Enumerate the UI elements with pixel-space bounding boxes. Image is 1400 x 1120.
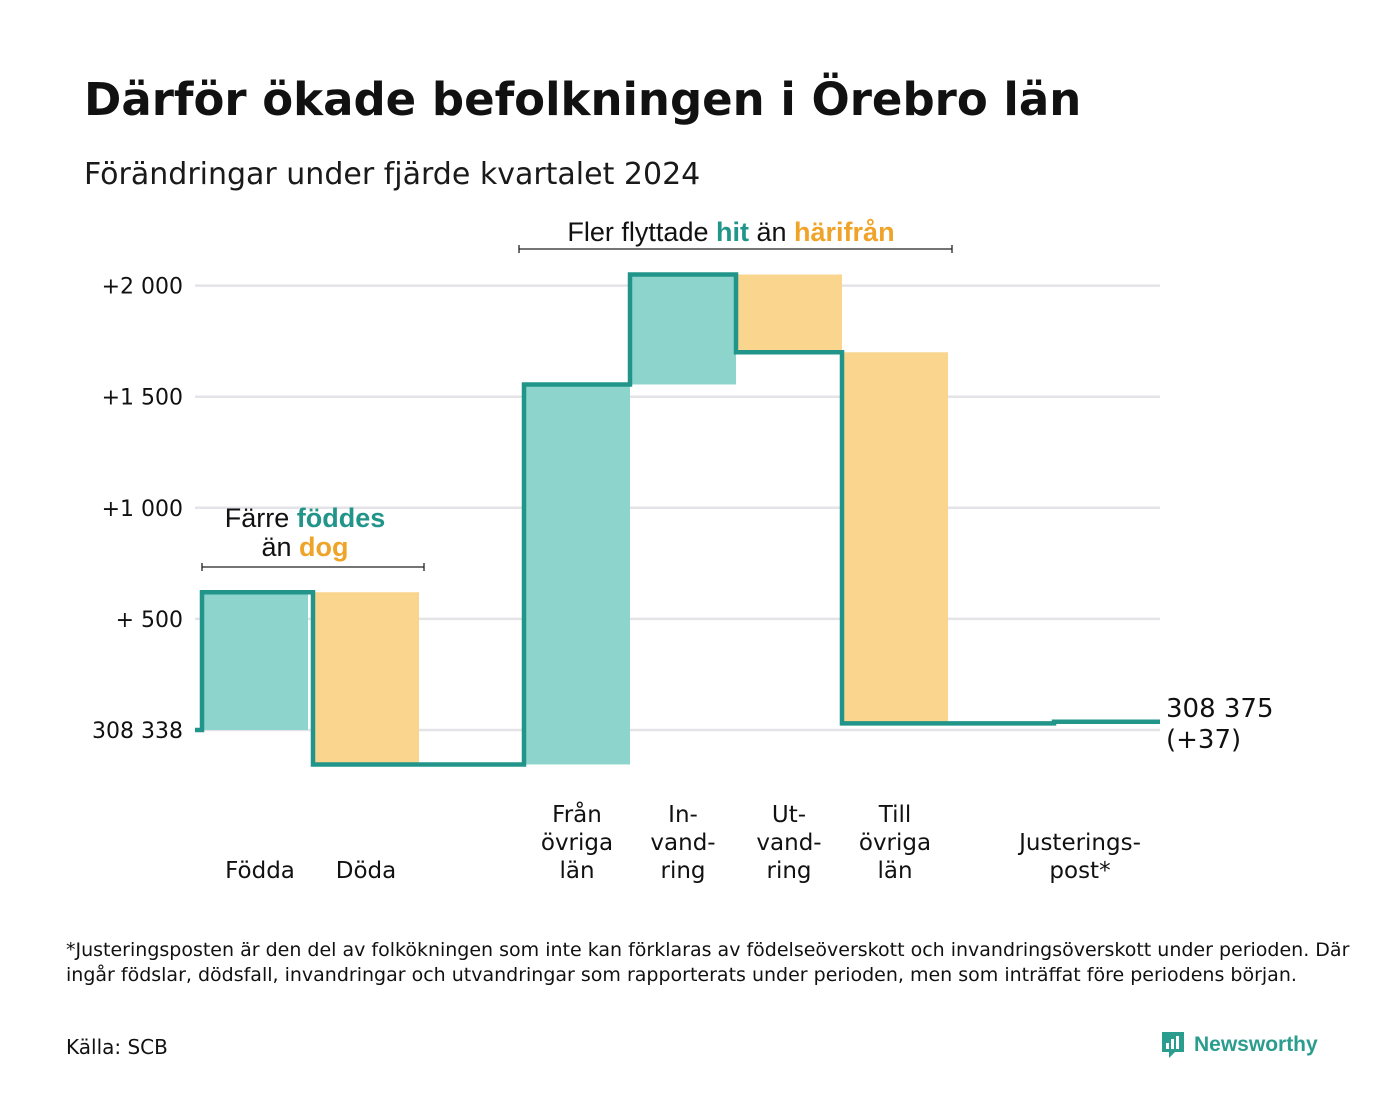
y-tick-label: +2 000 — [102, 275, 183, 300]
y-tick-label: 308 338 — [92, 719, 183, 744]
annotation-highlight-teal: föddes — [297, 503, 386, 533]
category-label-line: Födda — [225, 858, 295, 884]
footnote: *Justeringsposten är den del av folkökni… — [66, 939, 1350, 986]
category-label-line: vand- — [650, 830, 715, 856]
category-label: Från övriga län — [541, 800, 613, 884]
y-tick-label: +1 500 — [102, 386, 183, 411]
step-line — [195, 272, 1160, 767]
source-note: Källa: SCB — [66, 1035, 168, 1059]
category-label-line: övriga — [859, 830, 931, 856]
category-label-line: vand- — [756, 830, 821, 856]
category-label: Födda — [225, 858, 295, 884]
annotation-migration: Fler flyttade hit än härifrån — [518, 217, 953, 253]
newsworthy-logo-icon — [1162, 1032, 1184, 1058]
category-label: In-vand-ring — [650, 802, 715, 884]
category-label-line: län — [559, 858, 594, 884]
newsworthy-logo: Newsworthy — [1160, 1028, 1318, 1062]
annotation-text: Färre — [225, 503, 297, 533]
category-label-line: Ut- — [772, 802, 806, 828]
annotation-highlight-orange: dog — [299, 532, 348, 562]
chart-subtitle: Förändringar under fjärde kvartalet 2024 — [84, 157, 701, 192]
bar-invandring — [630, 274, 736, 385]
category-label: Justerings-post* — [1017, 830, 1141, 884]
bar-döda — [313, 592, 419, 765]
y-tick-label: + 500 — [116, 608, 183, 633]
bar-födda — [202, 592, 308, 730]
newsworthy-wordmark: Newsworthy — [1194, 1033, 1318, 1056]
category-label: Döda — [336, 858, 396, 884]
bar-utvandring — [736, 274, 842, 353]
category-label-line: ring — [660, 858, 705, 884]
y-tick-label: +1 000 — [102, 497, 183, 522]
category-label-line: Till — [878, 802, 912, 828]
category-label-line: post* — [1049, 858, 1110, 884]
category-label: Ut-vand-ring — [756, 802, 821, 884]
end-value-label: 308 375 — [1166, 694, 1274, 724]
bars — [202, 274, 948, 765]
category-label-line: Justerings- — [1017, 830, 1141, 856]
chart-title: Därför ökade befolkningen i Örebro län — [84, 73, 1082, 126]
annotation-line-2: än dog — [261, 532, 348, 562]
category-label-line: län — [877, 858, 912, 884]
category-label-line: ring — [766, 858, 811, 884]
end-value-labels: 308 375(+37) — [1166, 694, 1274, 755]
annotation-text: Fler flyttade — [567, 217, 716, 247]
category-label-line: Från — [552, 800, 602, 828]
waterfall-chart: 308 338 + 500 +1 000 +1 500 +2 000 Födda Döda… — [92, 217, 1274, 884]
running-total-line — [195, 272, 1160, 767]
category-label-line: In- — [668, 802, 698, 828]
category-label-line: övriga — [541, 830, 613, 856]
end-change-label: (+37) — [1166, 725, 1241, 755]
annotation-line-1: Fler flyttade hit än härifrån — [567, 217, 894, 247]
annotation-line-1: Färre föddes — [225, 503, 386, 533]
annotation-text: än — [749, 217, 794, 247]
bar-tillövrigalän — [842, 352, 948, 724]
category-label-line: Döda — [336, 858, 396, 884]
category-label: Till övriga län — [859, 802, 931, 884]
y-axis-tick-labels: 308 338 + 500 +1 000 +1 500 +2 000 — [92, 275, 183, 744]
annotation-highlight-teal: hit — [716, 217, 749, 247]
annotation-highlight-orange: härifrån — [794, 217, 895, 247]
annotation-text: än — [261, 532, 299, 562]
bar-frånövrigalän — [524, 384, 630, 765]
